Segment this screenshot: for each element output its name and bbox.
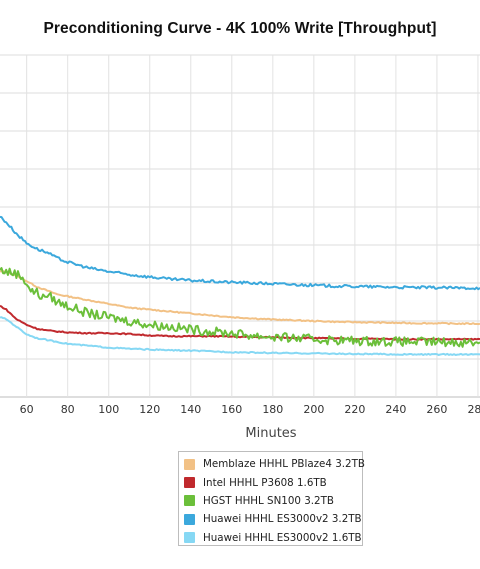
x-tick-label: 60 xyxy=(20,403,34,416)
legend-label: HGST HHHL SN100 3.2TB xyxy=(203,494,334,507)
x-tick-label: 200 xyxy=(303,403,324,416)
series-line-0 xyxy=(0,270,480,326)
x-tick-label: 280 xyxy=(467,403,480,416)
x-axis-label: Minutes xyxy=(245,426,296,441)
legend-item: Intel HHHL P3608 1.6TB xyxy=(179,473,362,491)
legend-label: Huawei HHHL ES3000v2 1.6TB xyxy=(203,531,362,544)
series-line-2 xyxy=(0,267,480,348)
x-tick-label: 120 xyxy=(139,403,160,416)
chart-title: Preconditioning Curve - 4K 100% Write [T… xyxy=(43,20,437,37)
x-tick-label: 220 xyxy=(344,403,365,416)
series-line-3 xyxy=(0,215,480,291)
legend-item: HGST HHHL SN100 3.2TB xyxy=(179,492,362,510)
legend-label: Huawei HHHL ES3000v2 3.2TB xyxy=(203,513,362,526)
x-tick-label: 80 xyxy=(61,403,75,416)
legend-label: Memblaze HHHL PBlaze4 3.2TB xyxy=(203,458,365,471)
series-line-4 xyxy=(0,316,480,356)
legend: Memblaze HHHL PBlaze4 3.2TB Intel HHHL P3… xyxy=(178,451,365,547)
legend-item: Huawei HHHL ES3000v2 1.6TB xyxy=(179,529,362,547)
x-tick-label: 100 xyxy=(98,403,119,416)
x-tick-label: 160 xyxy=(221,403,242,416)
legend-swatch xyxy=(184,513,195,525)
legend-swatch xyxy=(184,532,195,544)
x-tick-label: 140 xyxy=(180,403,201,416)
legend-item: Huawei HHHL ES3000v2 3.2TB xyxy=(179,510,362,528)
legend-swatch xyxy=(184,495,195,507)
legend-swatch xyxy=(184,458,195,470)
legend-swatch xyxy=(184,477,195,489)
x-tick-label: 260 xyxy=(426,403,447,416)
legend-item: Memblaze HHHL PBlaze4 3.2TB xyxy=(179,455,365,473)
x-tick-label: 240 xyxy=(385,403,406,416)
x-tick-label: 180 xyxy=(262,403,283,416)
legend-label: Intel HHHL P3608 1.6TB xyxy=(203,476,327,489)
